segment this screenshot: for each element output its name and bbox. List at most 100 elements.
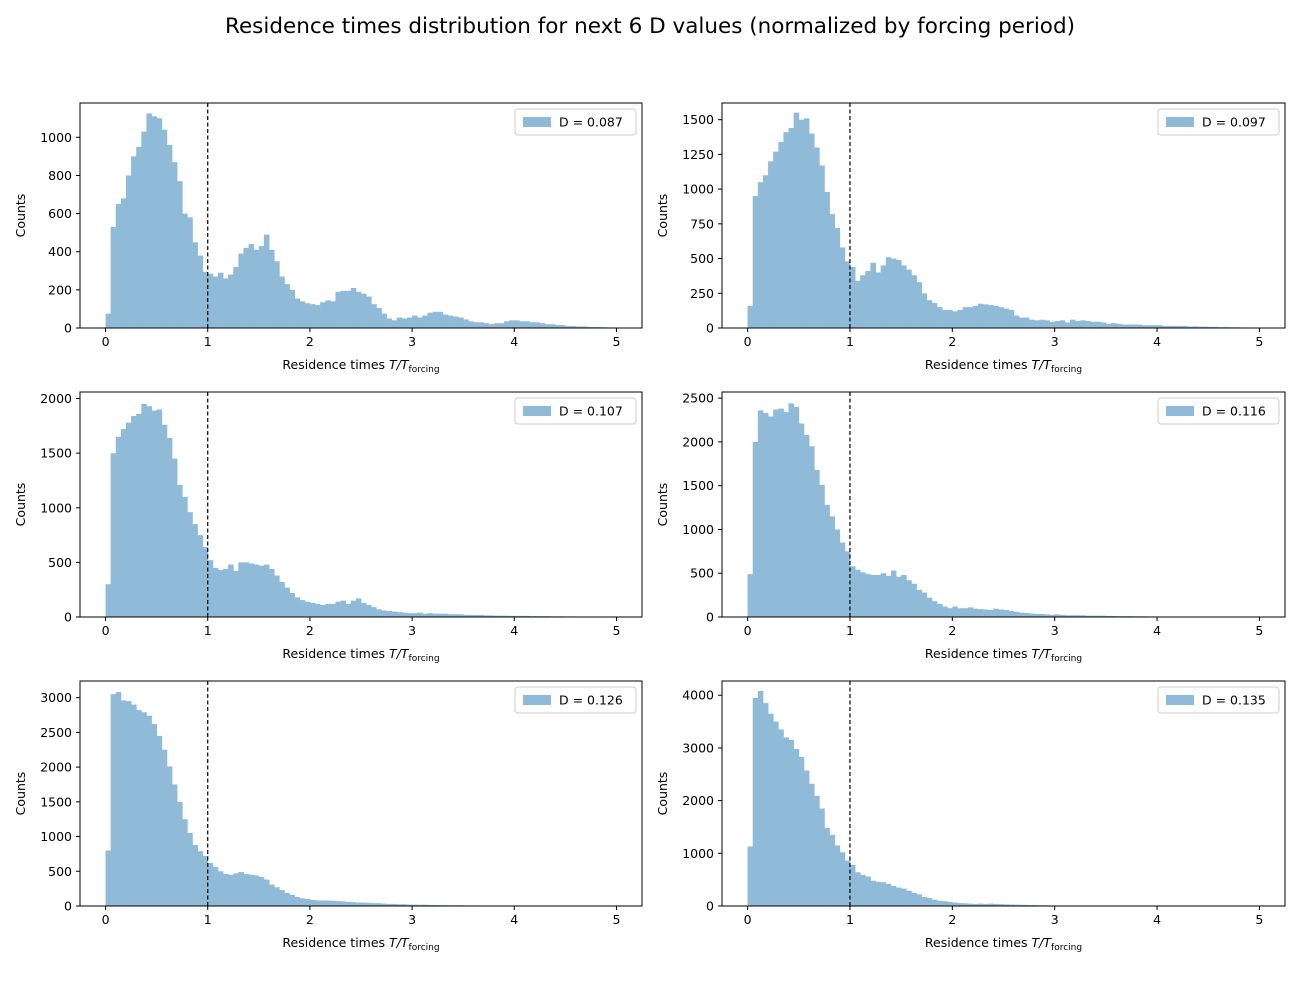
histogram-bar	[988, 609, 994, 617]
histogram-bar	[972, 608, 979, 617]
histogram-bar	[1044, 320, 1050, 328]
histogram-bar	[253, 875, 260, 906]
histogram-bar	[340, 600, 347, 617]
histogram-bar	[289, 289, 295, 328]
histogram-bar	[294, 298, 301, 328]
x-axis-label-math: T/T	[1032, 357, 1053, 372]
histogram-bar	[977, 903, 984, 906]
histogram-bar	[916, 589, 923, 617]
x-axis-label-text: Residence times	[282, 646, 389, 661]
histogram-bar	[1110, 615, 1117, 617]
histogram-bar	[514, 615, 520, 617]
histogram-bar	[263, 879, 270, 906]
histogram-bar	[865, 876, 871, 906]
histogram-bar	[1054, 614, 1061, 617]
x-tick-label: 1	[204, 912, 212, 927]
histogram-bar	[947, 901, 953, 906]
legend-label: D = 0.087	[559, 115, 623, 130]
histogram-bar	[320, 302, 326, 328]
histogram-bar	[207, 560, 214, 617]
x-tick-label: 4	[510, 334, 518, 349]
histogram-bar	[361, 293, 367, 328]
y-tick-label: 0	[64, 610, 72, 625]
histogram-bar	[967, 307, 974, 328]
histogram-bar	[757, 410, 764, 617]
histogram-bar	[885, 257, 892, 328]
histogram-bar	[1029, 319, 1035, 328]
histogram-bar	[376, 903, 382, 906]
histogram-bar	[473, 322, 479, 328]
histogram-bar	[773, 151, 779, 328]
histogram-bar	[330, 301, 336, 328]
histogram-bar	[1044, 614, 1050, 617]
histogram-bar	[355, 902, 362, 906]
histogram-bar	[289, 592, 295, 617]
y-tick-label: 750	[690, 216, 714, 231]
histogram-bar	[1100, 615, 1107, 617]
y-tick-label: 800	[48, 168, 72, 183]
histogram-bar	[1157, 325, 1163, 328]
histogram-bar	[279, 890, 285, 906]
histogram-bar	[417, 612, 423, 617]
histogram-bar	[1023, 317, 1030, 328]
legend-label: D = 0.116	[1202, 404, 1266, 419]
histogram-bar	[202, 547, 209, 617]
x-axis-label-text: Residence times	[282, 357, 389, 372]
histogram-bar	[376, 307, 382, 328]
histogram-bar	[473, 615, 479, 617]
histogram-bar	[529, 322, 536, 328]
histogram-bar	[192, 844, 198, 906]
histogram-bar	[839, 542, 846, 617]
histogram-bar	[171, 162, 178, 328]
histogram-bar	[504, 615, 510, 617]
histogram-bar	[299, 898, 306, 906]
histogram-bar	[458, 614, 464, 617]
histogram-bar	[498, 615, 505, 617]
histogram-bar	[798, 119, 805, 329]
histogram-bar	[161, 424, 168, 617]
histogram-bar	[957, 309, 963, 328]
histogram-bar	[131, 416, 137, 617]
histogram-bar	[345, 901, 352, 906]
histogram-bar	[166, 766, 173, 906]
histogram-bar	[752, 196, 759, 328]
histogram-bar	[1141, 325, 1148, 328]
histogram-bar	[350, 600, 357, 617]
histogram-bar	[223, 874, 229, 906]
histogram-bar	[1085, 615, 1091, 617]
x-axis-label: Residence times T/Tforcing	[282, 646, 439, 664]
legend-swatch	[1166, 406, 1194, 416]
histogram-bar	[1172, 325, 1178, 328]
histogram-bar	[819, 808, 825, 906]
histogram-bar	[809, 783, 815, 906]
histogram-bar	[161, 129, 168, 328]
histogram-bar	[575, 326, 582, 328]
histogram-bar	[197, 851, 204, 906]
histogram-bar	[131, 704, 137, 906]
histogram-bar	[793, 748, 800, 906]
histogram-bar	[120, 429, 127, 617]
histogram-bar	[1075, 615, 1081, 617]
histogram-bar	[396, 904, 403, 906]
histogram-bar	[309, 304, 316, 328]
histogram-bar	[422, 904, 428, 906]
histogram-bar	[355, 291, 362, 328]
x-axis-label-math: T/T	[1032, 646, 1053, 661]
x-tick-label: 2	[306, 912, 314, 927]
x-axis-label: Residence times T/Tforcing	[282, 935, 439, 953]
histogram-bar	[146, 715, 152, 906]
x-tick-label: 5	[612, 912, 620, 927]
histogram-bar	[243, 874, 249, 906]
x-tick-label: 1	[204, 334, 212, 349]
histogram-bar	[555, 325, 561, 328]
histogram-bar	[493, 323, 500, 328]
histogram-bar	[187, 512, 193, 617]
histogram-bar	[325, 900, 331, 906]
histogram-bar	[504, 321, 510, 328]
histogram-bar	[1090, 615, 1097, 617]
legend-label: D = 0.107	[559, 404, 623, 419]
y-tick-label: 2500	[682, 391, 714, 406]
histogram-bar	[921, 897, 928, 906]
histogram-bar	[972, 903, 979, 906]
histogram-bar	[412, 904, 418, 906]
